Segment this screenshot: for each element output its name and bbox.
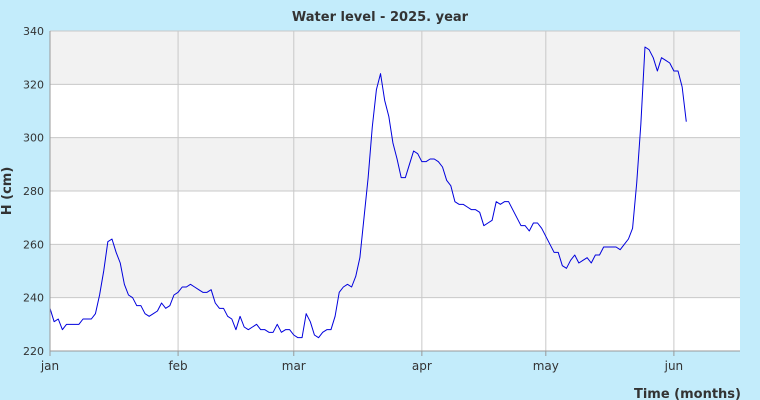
plot-band xyxy=(50,84,740,138)
x-tick-label: apr xyxy=(412,359,432,373)
y-tick-label: 300 xyxy=(23,132,44,145)
x-axis-label: Time (months) xyxy=(634,387,741,400)
y-tick-label: 260 xyxy=(23,238,44,251)
axes xyxy=(49,31,740,352)
x-tick-label: jan xyxy=(40,359,59,373)
x-tick-label: mar xyxy=(282,359,306,373)
y-tick-label: 340 xyxy=(23,25,44,38)
y-axis-label: H (cm) xyxy=(0,167,15,216)
series-layer xyxy=(49,46,687,339)
x-tick-label: feb xyxy=(168,359,187,373)
plot-bands xyxy=(50,31,740,351)
plot-band xyxy=(50,244,740,298)
x-tick-label: jun xyxy=(664,359,684,373)
x-tick-label: may xyxy=(533,359,559,373)
y-tick-label: 280 xyxy=(23,185,44,198)
plot-band xyxy=(50,191,740,245)
y-axis-ticks: 220 240 260 280 300 320 340 xyxy=(23,25,44,358)
chart-title: Water level - 2025. year xyxy=(292,10,469,25)
plot-band xyxy=(50,297,740,351)
y-tick-label: 320 xyxy=(23,78,44,91)
x-axis-ticks: jan feb mar apr may jun xyxy=(40,351,683,373)
plot-band xyxy=(50,137,740,191)
y-tick-label: 220 xyxy=(23,345,44,358)
plot-band xyxy=(50,31,740,85)
y-tick-label: 240 xyxy=(23,292,44,305)
series-line xyxy=(49,46,687,339)
